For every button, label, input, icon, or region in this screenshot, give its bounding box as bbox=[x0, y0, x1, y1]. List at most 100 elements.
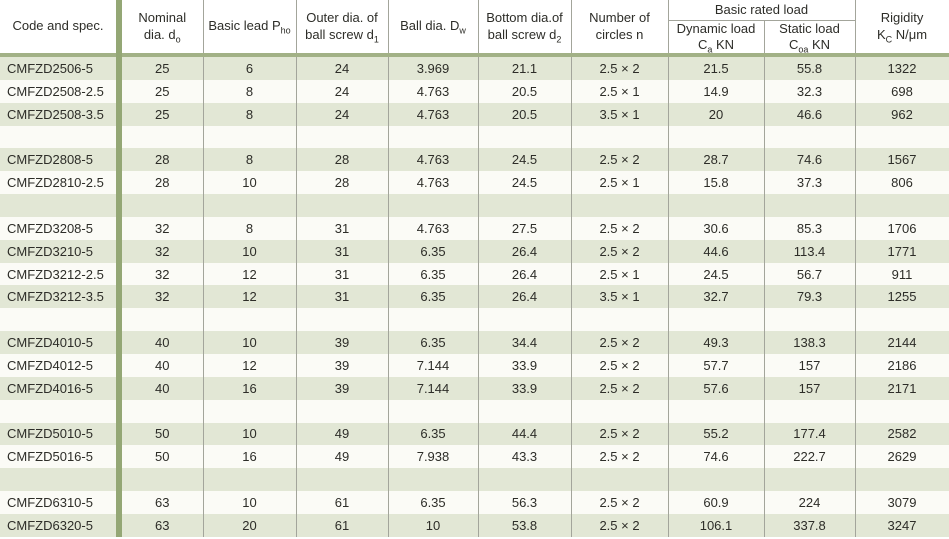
cell-basic-lead: 20 bbox=[203, 513, 297, 537]
cell-circles: 2.5 × 2 bbox=[571, 353, 669, 377]
cell-code: CMFZD2508-2.5 bbox=[0, 79, 122, 103]
header-line: ball screw d bbox=[305, 26, 374, 42]
cell-circles: 2.5 × 2 bbox=[571, 148, 669, 172]
cell-ball-dia: 4.763 bbox=[388, 102, 479, 126]
table-row: CMFZD2808-5 28 8 28 4.763 24.5 2.5 × 2 28.7 74.6… bbox=[0, 148, 949, 172]
cell-rigidity: 3079 bbox=[855, 491, 949, 514]
col-header-outer-dia: Outer dia. of ball screw d1 bbox=[296, 0, 389, 55]
cell-outer-dia: 39 bbox=[296, 353, 389, 377]
cell-ball-dia: 6.35 bbox=[388, 285, 479, 309]
cell-dynamic-load: 74.6 bbox=[668, 445, 765, 469]
header-line: C bbox=[697, 36, 708, 52]
cell-code: CMFZD4016-5 bbox=[0, 376, 122, 400]
cell-ball-dia: 7.144 bbox=[388, 353, 479, 377]
header-line: Number of bbox=[589, 10, 650, 26]
cell-basic-lead: 6 bbox=[203, 55, 297, 80]
cell-basic-lead: 10 bbox=[203, 239, 297, 263]
cell-code: CMFZD3210-5 bbox=[0, 239, 122, 263]
header-line: Basic lead P bbox=[208, 18, 281, 34]
cell-static-load bbox=[764, 125, 856, 149]
cell-dynamic-load bbox=[668, 468, 765, 492]
cell-circles bbox=[571, 125, 669, 149]
header-unit: KN bbox=[808, 36, 831, 52]
cell-static-load: 222.7 bbox=[764, 445, 856, 469]
cell-nominal-dia: 63 bbox=[119, 491, 204, 514]
cell-code: CMFZD6310-5 bbox=[0, 491, 122, 514]
cell-rigidity bbox=[855, 399, 949, 423]
header-line: Ball dia. D bbox=[400, 18, 460, 34]
cell-static-load: 337.8 bbox=[764, 513, 856, 537]
cell-circles: 2.5 × 2 bbox=[571, 331, 669, 354]
cell-dynamic-load bbox=[668, 194, 765, 217]
header-line: dia. d bbox=[143, 26, 176, 42]
cell-code: CMFZD3212-2.5 bbox=[0, 262, 122, 286]
cell-outer-dia: 31 bbox=[296, 285, 389, 309]
cell-outer-dia bbox=[296, 399, 389, 423]
cell-basic-lead bbox=[203, 399, 297, 423]
cell-ball-dia bbox=[388, 468, 479, 492]
table-row: CMFZD2508-2.5 25 8 24 4.763 20.5 2.5 × 1 14.9 32… bbox=[0, 79, 949, 103]
table-row: CMFZD6320-5 63 20 61 10 53.8 2.5 × 2 106.1 337.8… bbox=[0, 513, 949, 537]
cell-code: CMFZD3212-3.5 bbox=[0, 285, 122, 309]
table-row: CMFZD3212-3.5 32 12 31 6.35 26.4 3.5 × 1 32.7 79… bbox=[0, 285, 949, 309]
cell-bottom-dia: 33.9 bbox=[478, 353, 572, 377]
col-header-nominal-dia: Nominal dia. do bbox=[119, 0, 204, 55]
cell-basic-lead: 16 bbox=[203, 376, 297, 400]
cell-rigidity bbox=[855, 125, 949, 149]
cell-dynamic-load: 21.5 bbox=[668, 55, 765, 80]
cell-nominal-dia: 32 bbox=[119, 262, 204, 286]
cell-outer-dia bbox=[296, 125, 389, 149]
header-unit: KN bbox=[712, 36, 735, 52]
cell-code bbox=[0, 308, 122, 332]
cell-bottom-dia: 34.4 bbox=[478, 331, 572, 354]
cell-rigidity: 1771 bbox=[855, 239, 949, 263]
cell-static-load: 79.3 bbox=[764, 285, 856, 309]
cell-outer-dia bbox=[296, 308, 389, 332]
cell-circles: 3.5 × 1 bbox=[571, 285, 669, 309]
header-line: Bottom dia.of bbox=[486, 10, 563, 26]
table-row: CMFZD3212-2.5 32 12 31 6.35 26.4 2.5 × 1 24.5 56… bbox=[0, 262, 949, 286]
cell-rigidity: 1567 bbox=[855, 148, 949, 172]
cell-code: CMFZD2810-2.5 bbox=[0, 171, 122, 195]
cell-outer-dia: 31 bbox=[296, 262, 389, 286]
cell-ball-dia: 4.763 bbox=[388, 216, 479, 240]
cell-bottom-dia bbox=[478, 308, 572, 332]
col-header-static-load: Static load Coa KN bbox=[764, 20, 856, 55]
cell-circles: 3.5 × 1 bbox=[571, 102, 669, 126]
cell-basic-lead: 10 bbox=[203, 171, 297, 195]
table-body: CMFZD2506-5 25 6 24 3.969 21.1 2.5 × 2 21.5 55.8… bbox=[0, 55, 949, 537]
cell-nominal-dia: 25 bbox=[119, 79, 204, 103]
cell-nominal-dia: 32 bbox=[119, 285, 204, 309]
header-sub: a bbox=[707, 44, 713, 55]
cell-rigidity: 1322 bbox=[855, 55, 949, 80]
cell-bottom-dia: 33.9 bbox=[478, 376, 572, 400]
cell-basic-lead: 8 bbox=[203, 148, 297, 172]
cell-dynamic-load: 15.8 bbox=[668, 171, 765, 195]
cell-ball-dia: 4.763 bbox=[388, 171, 479, 195]
cell-circles bbox=[571, 308, 669, 332]
cell-basic-lead: 10 bbox=[203, 491, 297, 514]
cell-ball-dia: 7.938 bbox=[388, 445, 479, 469]
cell-outer-dia bbox=[296, 194, 389, 217]
cell-nominal-dia: 40 bbox=[119, 353, 204, 377]
header-sub: o bbox=[175, 34, 181, 45]
cell-basic-lead: 12 bbox=[203, 262, 297, 286]
cell-outer-dia: 61 bbox=[296, 513, 389, 537]
cell-circles bbox=[571, 468, 669, 492]
cell-static-load: 224 bbox=[764, 491, 856, 514]
spacer-row bbox=[0, 125, 949, 149]
header-sub: 1 bbox=[373, 34, 379, 45]
cell-nominal-dia bbox=[119, 125, 204, 149]
cell-nominal-dia: 50 bbox=[119, 422, 204, 446]
cell-circles: 2.5 × 1 bbox=[571, 262, 669, 286]
header-line: ball screw d bbox=[487, 26, 557, 42]
cell-static-load: 157 bbox=[764, 353, 856, 377]
table-row: CMFZD5016-5 50 16 49 7.938 43.3 2.5 × 2 74.6 222… bbox=[0, 445, 949, 469]
cell-bottom-dia: 21.1 bbox=[478, 55, 572, 80]
header-sub: ho bbox=[280, 25, 291, 36]
cell-basic-lead: 10 bbox=[203, 331, 297, 354]
cell-circles bbox=[571, 399, 669, 423]
cell-nominal-dia: 28 bbox=[119, 171, 204, 195]
cell-bottom-dia bbox=[478, 125, 572, 149]
